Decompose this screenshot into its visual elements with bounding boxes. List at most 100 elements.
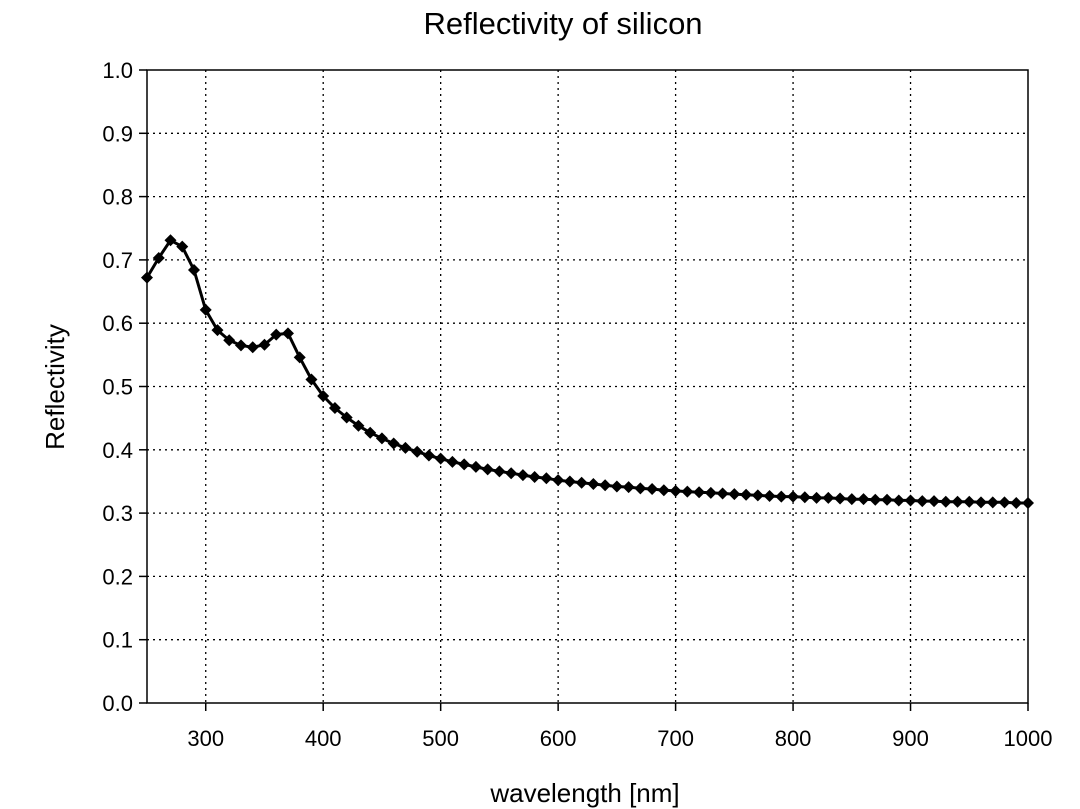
gridlines	[147, 70, 1028, 703]
y-tick-label: 0.2	[102, 564, 133, 589]
data-point-marker	[399, 441, 412, 454]
data-point-marker	[681, 485, 694, 498]
data-point-marker	[881, 493, 894, 506]
data-point-marker	[740, 488, 753, 501]
data-point-marker	[646, 483, 659, 496]
data-point-marker	[904, 494, 917, 507]
data-point-marker	[916, 495, 929, 508]
data-point-marker	[176, 240, 189, 253]
data-point-marker	[787, 490, 800, 503]
data-point-marker	[751, 489, 764, 502]
data-point-marker	[775, 490, 788, 503]
x-tick-label: 400	[305, 726, 342, 751]
data-point-marker	[552, 474, 565, 487]
data-point-marker	[963, 495, 976, 508]
data-point-marker	[258, 338, 271, 351]
data-point-marker	[469, 460, 482, 473]
data-point-marker	[716, 487, 729, 500]
data-point-marker	[986, 496, 999, 509]
data-point-marker	[528, 471, 541, 484]
data-point-marker	[610, 480, 623, 493]
x-tick-label: 1000	[1004, 726, 1053, 751]
data-point-marker	[1022, 496, 1034, 509]
data-point-marker	[328, 402, 341, 415]
x-tick-label: 500	[422, 726, 459, 751]
data-point-marker	[141, 271, 153, 284]
data-point-marker	[563, 475, 576, 488]
y-tick-label: 0.3	[102, 501, 133, 526]
y-axis-label: Reflectivity	[40, 324, 70, 450]
y-tick-label: 0.0	[102, 691, 133, 716]
x-tick-label: 600	[540, 726, 577, 751]
x-axis-ticks: 300 400 500 600 700 800 900 1000	[187, 703, 1052, 751]
y-tick-label: 0.9	[102, 121, 133, 146]
data-point-marker	[728, 488, 741, 501]
y-tick-label: 0.5	[102, 375, 133, 400]
x-tick-label: 800	[775, 726, 812, 751]
data-point-marker	[599, 479, 612, 492]
data-point-marker	[939, 495, 952, 508]
data-point-marker	[798, 491, 811, 504]
data-point-marker	[540, 472, 553, 485]
data-point-marker	[164, 234, 177, 247]
chart-title: Reflectivity of silicon	[423, 6, 702, 41]
data-point-marker	[246, 341, 259, 354]
data-point-marker	[352, 419, 365, 432]
data-point-marker	[364, 426, 377, 439]
x-tick-label: 300	[187, 726, 224, 751]
x-tick-label: 700	[657, 726, 694, 751]
data-point-marker	[458, 458, 471, 471]
data-point-marker	[998, 496, 1011, 509]
data-point-marker	[634, 482, 647, 495]
data-point-marker	[493, 465, 506, 478]
data-point-marker	[928, 495, 941, 508]
data-point-marker	[575, 476, 588, 489]
data-point-marker	[223, 334, 236, 347]
data-point-marker	[422, 449, 435, 462]
y-tick-label: 0.7	[102, 248, 133, 273]
data-point-marker	[1010, 496, 1023, 509]
data-point-marker	[505, 467, 518, 480]
x-tick-label: 900	[892, 726, 929, 751]
data-point-marker	[857, 493, 870, 506]
data-point-marker	[481, 463, 494, 476]
data-point-marker	[975, 496, 988, 509]
data-point-marker	[892, 494, 905, 507]
x-axis-label: wavelength [nm]	[489, 778, 679, 808]
data-point-marker	[387, 437, 400, 450]
data-point-marker	[810, 491, 823, 504]
y-tick-label: 0.6	[102, 311, 133, 336]
series-markers	[141, 234, 1034, 509]
data-point-marker	[270, 328, 283, 341]
data-point-marker	[516, 469, 529, 482]
data-point-marker	[693, 486, 706, 499]
y-tick-label: 0.1	[102, 628, 133, 653]
data-point-marker	[845, 493, 858, 506]
data-point-marker	[763, 490, 776, 503]
data-point-marker	[234, 339, 247, 352]
data-point-marker	[669, 484, 682, 497]
data-point-marker	[446, 455, 459, 468]
data-point-marker	[340, 411, 353, 424]
data-point-marker	[281, 327, 294, 340]
data-point-marker	[704, 486, 717, 499]
data-point-marker	[305, 373, 318, 386]
data-point-marker	[317, 389, 330, 402]
data-point-marker	[375, 432, 388, 445]
data-point-marker	[951, 495, 964, 508]
data-point-marker	[293, 351, 306, 364]
data-point-marker	[211, 324, 224, 337]
data-point-marker	[622, 481, 635, 494]
data-point-marker	[152, 252, 165, 265]
data-point-marker	[411, 445, 424, 458]
series-line	[145, 238, 1028, 505]
y-tick-label: 0.8	[102, 185, 133, 210]
data-point-marker	[434, 452, 447, 465]
data-point-marker	[187, 264, 200, 277]
y-tick-label: 1.0	[102, 58, 133, 83]
data-point-marker	[657, 484, 670, 497]
y-axis-ticks: 0.0 0.1 0.2 0.3 0.4 0.5 0.6 0.7 0.8 0.9 1.0	[102, 58, 147, 716]
data-point-marker	[587, 477, 600, 490]
data-point-marker	[869, 493, 882, 506]
